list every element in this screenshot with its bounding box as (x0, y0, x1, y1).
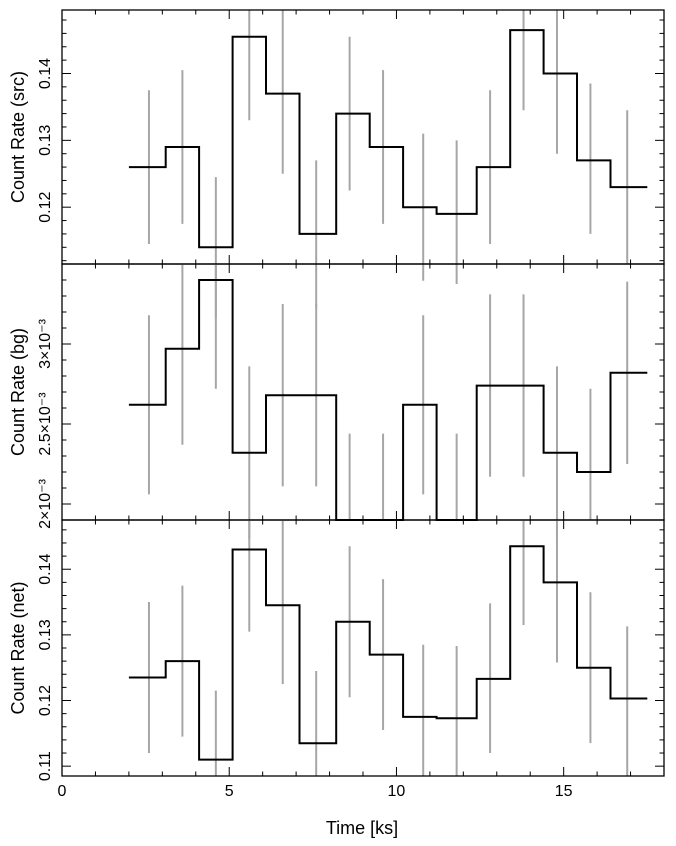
y-tick-label: 0.12 (37, 192, 54, 223)
x-tick-label: 15 (555, 783, 573, 800)
x-tick-label: 5 (225, 783, 234, 800)
y-tick-label: 0.13 (37, 125, 54, 156)
panel-frame (61, 263, 665, 521)
x-axis-label: Time [ks] (326, 818, 398, 838)
panel-frame (61, 519, 665, 777)
x-tick-label: 0 (58, 783, 67, 800)
y-tick-label: 2×10⁻³ (37, 478, 54, 528)
y-axis-label: Count Rate (src) (8, 71, 28, 203)
src-panel: 0.12 0.13 0.14 Count Rate (src) (8, 9, 665, 318)
y-tick-label: 0.13 (37, 619, 54, 650)
step-line (128, 279, 648, 521)
net-panel: 0.11 0.12 0.13 0.14 Count Rate (net) 0 5 10 15 (8, 519, 665, 800)
y-tick-label: 2.5×10⁻³ (37, 392, 54, 456)
panel-frame (61, 9, 665, 265)
y-tick-label: 0.12 (37, 685, 54, 716)
step-line (128, 545, 648, 761)
y-tick-label: 0.14 (37, 58, 54, 89)
y-tick-label: 3×10⁻³ (37, 318, 54, 368)
y-axis-label: Count Rate (net) (8, 581, 28, 714)
y-tick-label: 0.11 (37, 751, 54, 781)
step-line (128, 29, 648, 249)
bg-panel: 2×10⁻³ 2.5×10⁻³ 3×10⁻³ Count Rate (bg) (8, 263, 665, 540)
x-tick-label: 10 (388, 783, 406, 800)
y-axis-label: Count Rate (bg) (8, 328, 28, 456)
y-tick-label: 0.14 (37, 554, 54, 585)
